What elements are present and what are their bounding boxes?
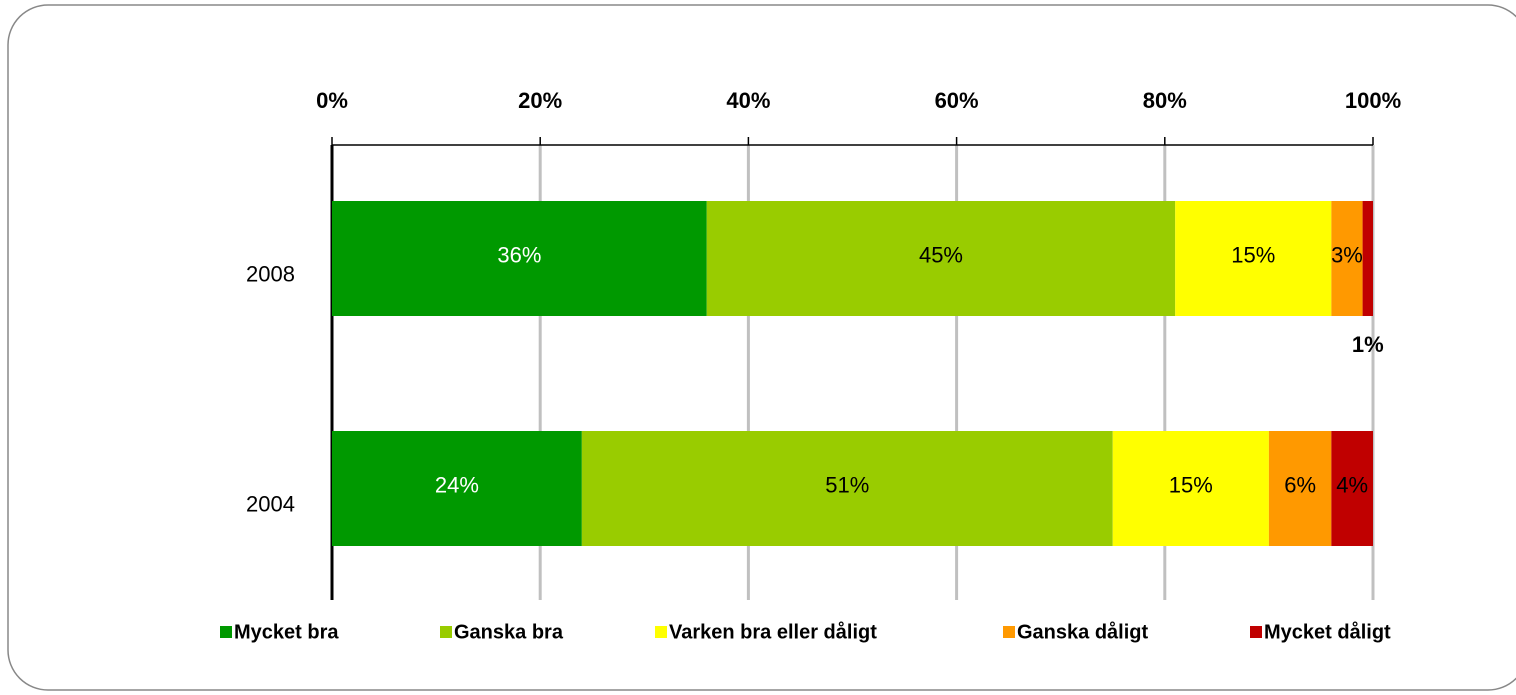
bar-segment — [1112, 431, 1269, 546]
legend-swatch — [220, 626, 232, 638]
y-tick-label: 2004 — [246, 491, 295, 516]
bar-segment — [581, 431, 1113, 546]
data-label: 36% — [497, 242, 541, 267]
legend-label: Ganska bra — [454, 621, 564, 643]
bar-segment — [1362, 201, 1373, 316]
x-tick-label: 100% — [1345, 88, 1401, 113]
legend-swatch — [655, 626, 667, 638]
legend-label: Mycket dåligt — [1264, 620, 1391, 643]
legend-label: Ganska dåligt — [1017, 620, 1148, 643]
bar-segment — [1268, 431, 1332, 546]
legend-label: Mycket bra — [234, 621, 339, 643]
legend-label: Varken bra eller dåligt — [669, 620, 877, 643]
x-tick-label: 0% — [316, 88, 348, 113]
x-tick-label: 20% — [518, 88, 562, 113]
data-label: 45% — [919, 242, 963, 267]
legend-swatch — [1250, 626, 1262, 638]
data-label: 4% — [1336, 472, 1368, 497]
data-label: 15% — [1231, 242, 1275, 267]
x-tick-label: 60% — [935, 88, 979, 113]
bar-segment — [1331, 201, 1363, 316]
x-tick-label: 80% — [1143, 88, 1187, 113]
data-label: 3% — [1331, 242, 1363, 267]
x-tick-label: 40% — [726, 88, 770, 113]
bar-segment — [332, 201, 707, 316]
bar-segment — [332, 431, 582, 546]
data-label: 24% — [435, 472, 479, 497]
data-label: 1% — [1352, 332, 1384, 357]
bar-segment — [706, 201, 1176, 316]
bar-segment — [1175, 201, 1332, 316]
data-label: 15% — [1169, 472, 1213, 497]
legend-swatch — [440, 626, 452, 638]
data-label: 51% — [825, 472, 869, 497]
data-label: 6% — [1284, 472, 1316, 497]
y-tick-label: 2008 — [246, 261, 295, 286]
legend-swatch — [1003, 626, 1015, 638]
bar-segment — [1331, 431, 1373, 546]
